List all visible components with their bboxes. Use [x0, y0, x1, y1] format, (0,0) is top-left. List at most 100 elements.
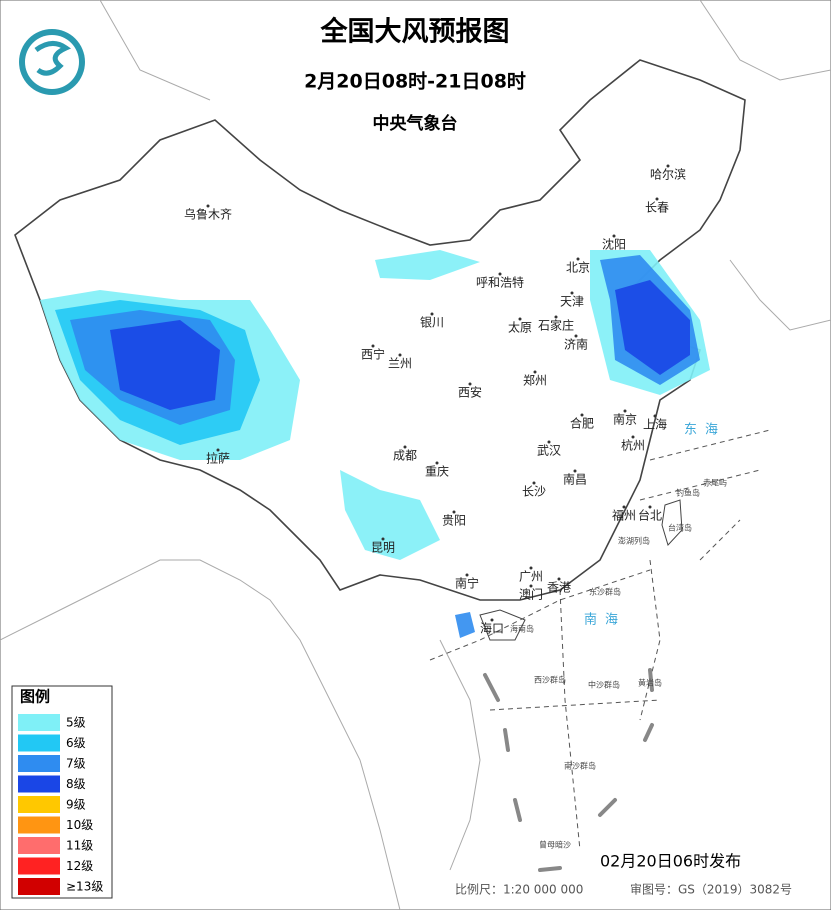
- city-label: 济南: [564, 337, 588, 352]
- city-label: 西安: [458, 385, 482, 400]
- legend-swatch: [18, 837, 60, 854]
- city-label: 太原: [508, 320, 532, 335]
- legend-label: 11级: [66, 839, 93, 853]
- city-dot: [557, 577, 561, 581]
- legend-swatch: [18, 775, 60, 793]
- city-dot: [547, 440, 551, 444]
- wind-area: [455, 612, 475, 638]
- city-label: 天津: [560, 295, 584, 309]
- approval: 审图号：GS（2019）3082号: [630, 882, 792, 897]
- city-label: 合肥: [570, 416, 594, 431]
- city-dot: [666, 164, 670, 168]
- city-dot: [398, 353, 402, 357]
- legend-swatch: [18, 796, 60, 813]
- taiwan: [661, 499, 683, 546]
- city-dot: [403, 445, 407, 449]
- city-dot: [518, 317, 522, 321]
- city-dot: [576, 257, 580, 261]
- legend-label: 12级: [66, 859, 93, 873]
- city-dot: [529, 584, 533, 588]
- city-label: 南宁: [455, 576, 479, 591]
- city-dot: [452, 510, 456, 514]
- city-dot: [465, 573, 469, 577]
- sea-label: 东海: [684, 423, 726, 438]
- legend-swatch: [18, 857, 60, 875]
- nine-dash-line: [483, 668, 654, 872]
- city-label: 贵阳: [442, 514, 466, 528]
- island-label: 曾母暗沙: [539, 840, 571, 850]
- legend-swatch: [18, 734, 60, 752]
- city-dot: [622, 505, 626, 509]
- city-label: 昆明: [371, 541, 395, 555]
- maritime-lines: [429, 429, 771, 851]
- island-label: 中沙群岛: [588, 680, 620, 690]
- city-dot: [570, 291, 574, 295]
- city-label: 郑州: [523, 373, 547, 388]
- wind-area: [615, 280, 690, 375]
- city-label: 南京: [613, 412, 637, 427]
- city-dot: [653, 414, 657, 418]
- island-label: 海南岛: [510, 624, 534, 634]
- city-dot: [631, 435, 635, 439]
- city-label: 香港: [547, 581, 571, 595]
- city-label: 上海: [643, 417, 667, 432]
- city-label: 台北: [638, 508, 662, 523]
- city-label: 银川: [420, 316, 444, 330]
- issued-time: 02月20日06时发布: [600, 852, 741, 871]
- city-dot: [612, 234, 616, 238]
- legend-swatch: [18, 816, 60, 834]
- city-dot: [381, 537, 385, 541]
- subtitle: 2月20日08时-21日08时: [304, 71, 526, 93]
- city-dot: [648, 505, 652, 509]
- legend-label: 10级: [66, 818, 93, 832]
- city-label: 石家庄: [538, 318, 574, 333]
- island-label: 赤尾屿: [703, 479, 727, 488]
- city-label: 哈尔滨: [650, 167, 686, 182]
- wind-area: [340, 470, 440, 560]
- legend-label: 5级: [66, 716, 86, 730]
- city-label: 南昌: [563, 472, 587, 487]
- city-dot: [206, 204, 210, 208]
- legend-label: 7级: [66, 757, 86, 771]
- city-label: 杭州: [621, 438, 645, 453]
- city-dot: [435, 461, 439, 465]
- issuer: 中央气象台: [373, 113, 458, 134]
- legend-title: 图例: [20, 688, 50, 706]
- city-label: 长沙: [522, 485, 546, 499]
- scale: 比例尺：1:20 000 000: [455, 883, 583, 897]
- city-label: 兰州: [388, 357, 412, 371]
- city-label: 呼和浩特: [476, 275, 524, 290]
- title: 全国大风预报图: [320, 16, 510, 48]
- legend-label: ≥13级: [66, 880, 103, 894]
- city-label: 福州: [612, 508, 636, 523]
- island-label: 东沙群岛: [589, 587, 621, 597]
- city-label: 澳门: [519, 587, 543, 602]
- island-label: 南沙群岛: [564, 761, 596, 771]
- city-dot: [574, 334, 578, 338]
- city-dot: [532, 481, 536, 485]
- city-dot: [533, 370, 537, 374]
- city-label: 拉萨: [206, 451, 230, 466]
- wind-area: [375, 250, 480, 280]
- legend-label: 8级: [66, 777, 86, 791]
- island-label: 西沙群岛: [534, 675, 566, 685]
- city-dot: [529, 566, 533, 570]
- island-label: 钓鱼岛: [676, 488, 700, 498]
- city-dot: [216, 448, 220, 452]
- city-dot: [580, 413, 584, 417]
- legend-label: 6级: [66, 736, 86, 750]
- city-dot: [468, 382, 472, 386]
- island-label: 澎湖列岛: [618, 536, 650, 546]
- city-label: 武汉: [537, 444, 561, 458]
- legend-swatch: [18, 714, 60, 731]
- city-dot: [371, 344, 375, 348]
- city-dot: [623, 409, 627, 413]
- legend-swatch: [18, 755, 60, 772]
- logo: [19, 29, 85, 95]
- city-label: 海口: [480, 621, 504, 636]
- city-dot: [498, 272, 502, 276]
- city-label: 重庆: [425, 465, 449, 479]
- city-dot: [490, 618, 494, 622]
